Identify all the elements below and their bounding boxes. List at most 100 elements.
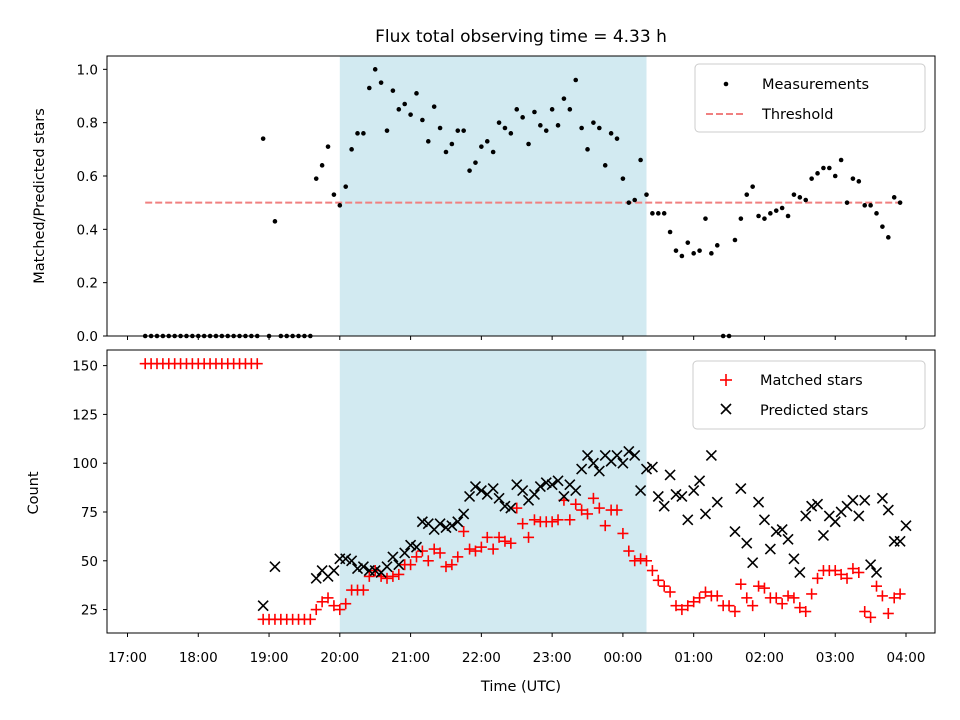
matched-star-point — [582, 508, 594, 520]
matched-star-point — [328, 600, 340, 612]
predicted-star-point — [764, 543, 776, 555]
bottom-shaded-region — [339, 350, 647, 633]
measurement-point — [632, 197, 638, 203]
measurement-point — [803, 197, 809, 203]
measurement-point — [402, 101, 407, 107]
measurement-point — [543, 128, 549, 133]
measurement-point — [319, 163, 325, 168]
matched-star-point — [670, 600, 682, 612]
predicted-star-point — [882, 504, 894, 516]
matched-star-point — [617, 527, 629, 539]
predicted-star-point — [617, 457, 629, 469]
predicted-star-point — [558, 490, 570, 502]
predicted-star-point — [629, 449, 641, 461]
measurement-point — [372, 67, 378, 72]
predicted-star-point — [847, 494, 859, 506]
predicted-star-point — [475, 484, 487, 497]
predicted-star-point — [528, 488, 541, 500]
measurement-point — [260, 136, 266, 141]
bottom-y-axis-label: Count — [26, 471, 42, 514]
predicted-star-point — [788, 553, 800, 565]
predicted-star-point — [351, 563, 364, 575]
matched-star-point — [381, 572, 393, 584]
predicted-star-point — [646, 461, 658, 473]
predicted-star-point — [269, 561, 281, 573]
measurement-point — [832, 173, 838, 179]
matched-star-point — [576, 504, 588, 516]
legend-predicted-marker — [720, 403, 732, 415]
x-tick-label: 01:00 — [674, 650, 713, 666]
measurement-point — [484, 139, 490, 144]
predicted-star-point — [865, 559, 877, 571]
measurement-point — [709, 251, 714, 256]
predicted-star-point — [346, 555, 358, 567]
measurement-point — [862, 203, 868, 208]
matched-star-point — [859, 606, 871, 618]
measurement-point — [508, 131, 514, 136]
predicted-star-point — [729, 525, 741, 538]
predicted-star-point — [794, 566, 806, 579]
predicted-star-point — [894, 535, 906, 547]
measurement-point — [768, 211, 773, 216]
predicted-star-point — [811, 498, 824, 510]
matched-star-point — [452, 551, 464, 563]
matched-star-point — [499, 535, 511, 547]
legend-predicted-label: Predicted stars — [760, 403, 868, 419]
predicted-star-point — [410, 541, 423, 553]
predicted-star-point — [499, 500, 511, 512]
measurement-point — [773, 208, 779, 213]
measurement-point — [473, 160, 478, 165]
predicted-star-point — [581, 449, 594, 461]
matched-star-point — [629, 555, 641, 567]
predicted-star-point — [257, 600, 269, 612]
predicted-star-point — [735, 483, 747, 495]
measurement-point — [797, 195, 803, 200]
measurement-point — [838, 157, 844, 163]
measurement-point — [443, 149, 449, 155]
bottom-y-tick-label: 125 — [72, 407, 98, 423]
predicted-star-point — [369, 564, 381, 577]
matched-star-point — [440, 561, 452, 573]
measurement-point — [809, 176, 814, 181]
matched-star-point — [876, 590, 888, 602]
legend-measurements-marker — [723, 81, 729, 87]
predicted-star-point — [416, 516, 428, 528]
measurement-point — [561, 96, 567, 101]
measurement-point — [532, 109, 537, 115]
predicted-star-point — [623, 445, 635, 458]
matched-star-point — [658, 580, 670, 592]
matched-star-point — [363, 570, 375, 582]
predicted-star-point — [658, 500, 670, 512]
predicted-star-point — [534, 481, 546, 493]
measurement-point — [856, 179, 862, 184]
measurement-point — [673, 248, 679, 253]
bottom-y-tick-label: 25 — [81, 603, 98, 619]
predicted-star-point — [570, 484, 582, 497]
matched-star-point — [387, 570, 399, 582]
measurement-point — [655, 211, 661, 216]
measurement-point — [496, 120, 502, 125]
measurement-point — [750, 184, 755, 189]
predicted-star-point — [393, 559, 405, 571]
predicted-star-point — [664, 469, 676, 481]
matched-star-point — [835, 568, 847, 580]
predicted-star-point — [434, 518, 446, 530]
matched-star-point — [528, 514, 540, 526]
matched-star-point — [888, 592, 900, 604]
measurement-point — [703, 216, 708, 221]
legend-measurements-label: Measurements — [762, 77, 869, 93]
measurement-point — [886, 235, 891, 240]
measurement-point — [661, 211, 667, 216]
predicted-star-point — [870, 566, 883, 579]
predicted-star-point — [487, 483, 499, 495]
predicted-star-point — [387, 551, 399, 563]
predicted-star-point — [752, 496, 765, 508]
top-y-tick-label: 0.6 — [77, 169, 98, 185]
matched-star-point — [517, 518, 529, 530]
matched-star-point — [676, 604, 688, 616]
measurement-point — [343, 184, 349, 189]
matched-star-point — [469, 545, 481, 557]
bottom-y-tick-label: 150 — [72, 359, 98, 375]
matched-star-point — [694, 592, 706, 604]
